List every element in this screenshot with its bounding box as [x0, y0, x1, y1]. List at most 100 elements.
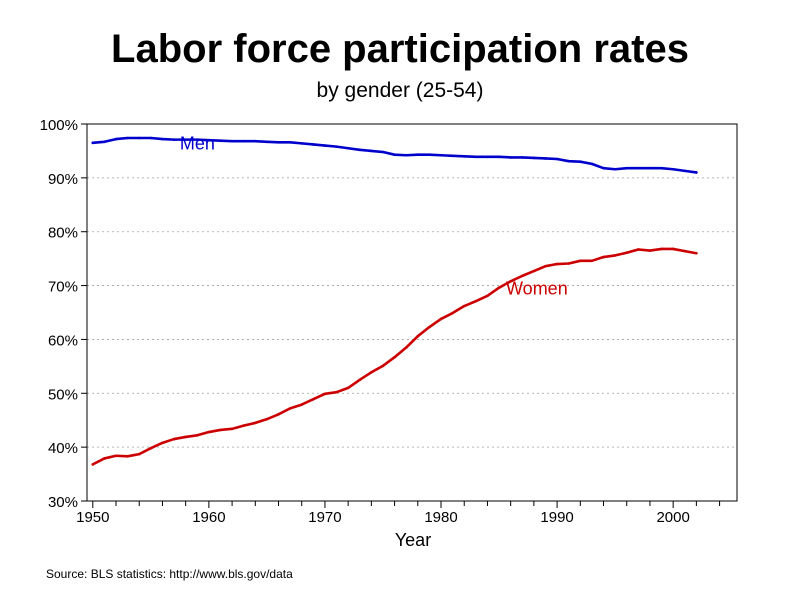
data-point-women [660, 247, 663, 251]
data-point-men [637, 166, 640, 170]
y-tick-label: 90% [48, 171, 78, 188]
data-point-women [300, 403, 304, 406]
plot-area-frame [86, 123, 738, 502]
data-point-women [323, 392, 327, 396]
data-point-men [451, 154, 454, 158]
data-point-women [555, 262, 559, 266]
data-point-men [103, 140, 106, 144]
data-point-women [695, 251, 698, 255]
y-tick-label: 100% [40, 117, 78, 134]
data-point-women [195, 433, 199, 437]
data-point-women [474, 299, 478, 303]
data-point-men [137, 136, 141, 140]
data-point-women [288, 407, 292, 410]
data-point-women [207, 430, 211, 434]
data-point-women [416, 334, 420, 338]
data-point-men [184, 138, 187, 141]
data-point-men [567, 159, 570, 163]
data-point-men [695, 171, 698, 174]
data-point-women [625, 251, 629, 255]
data-point-men [613, 167, 617, 171]
data-point-women [242, 424, 245, 427]
y-tick-label: 30% [48, 494, 78, 511]
chart-title: Labor force participation rates [111, 27, 689, 71]
series-label-men: Men [180, 133, 215, 153]
y-tick-label: 70% [48, 279, 78, 296]
y-tick-label: 60% [48, 332, 78, 349]
data-point-men [265, 140, 269, 144]
data-point-men [509, 156, 512, 159]
x-axis: 1950 1960 1970 1980 1990 2000 [76, 501, 721, 526]
data-point-women [312, 397, 315, 401]
data-point-men [625, 166, 629, 170]
data-point-men [358, 148, 362, 152]
data-point-men [428, 153, 431, 156]
data-point-women [393, 355, 396, 359]
data-point-women [358, 378, 362, 382]
data-point-men [555, 157, 559, 161]
data-point-men [474, 155, 478, 159]
data-point-women [370, 370, 373, 374]
data-point-men [219, 139, 222, 142]
x-tick-label: 1950 [76, 509, 109, 526]
data-point-women [335, 390, 338, 394]
data-point-women [149, 446, 153, 450]
data-point-women [219, 428, 222, 432]
data-point-women [381, 364, 385, 368]
data-point-men [161, 137, 164, 141]
data-point-men [323, 144, 327, 147]
data-point-men [497, 155, 501, 159]
data-point-women [648, 249, 652, 252]
data-point-men [114, 137, 118, 141]
x-tick-label: 1990 [540, 509, 573, 526]
data-point-men [381, 150, 385, 154]
data-point-women [184, 435, 187, 439]
data-point-women [486, 294, 489, 298]
data-point-men [230, 139, 234, 143]
data-point-women [230, 427, 234, 431]
data-point-women [404, 346, 408, 349]
data-point-men [416, 153, 420, 156]
source-note: Source: BLS statistics: http://www.bls.g… [46, 567, 293, 581]
data-point-women [462, 304, 466, 308]
data-point-women [567, 262, 570, 265]
series-labels: Men Women [180, 133, 568, 298]
x-tick-label: 1970 [308, 509, 341, 526]
data-point-women [172, 437, 176, 441]
x-tick-label: 1980 [424, 509, 457, 526]
data-point-women [509, 279, 512, 283]
data-point-women [671, 247, 675, 251]
data-point-men [254, 139, 257, 143]
data-point-men [486, 155, 489, 159]
data-point-men [195, 138, 199, 141]
data-point-women [602, 255, 605, 259]
data-point-men [335, 145, 338, 148]
y-tick-label: 80% [48, 225, 78, 242]
data-point-men [126, 136, 129, 140]
data-point-women [137, 452, 141, 456]
data-point-women [428, 325, 431, 329]
data-point-men [439, 153, 443, 157]
data-point-women [532, 269, 536, 273]
data-point-women [103, 457, 106, 460]
data-point-women [451, 311, 454, 315]
data-point-men [462, 155, 466, 158]
data-point-men [149, 136, 153, 140]
data-point-women [277, 412, 280, 416]
y-tick-label: 50% [48, 386, 78, 403]
data-point-women [544, 264, 547, 268]
data-point-women [114, 454, 118, 458]
data-point-women [346, 386, 350, 390]
data-point-men [242, 139, 245, 143]
data-point-men [520, 156, 524, 159]
data-point-women [161, 441, 164, 445]
data-point-women [439, 317, 443, 321]
data-point-men [393, 153, 396, 156]
data-point-women [126, 454, 129, 458]
data-point-women [590, 259, 594, 263]
data-point-men [172, 138, 176, 141]
series-lines [91, 136, 698, 466]
data-point-men [590, 162, 594, 166]
data-point-men [300, 142, 304, 145]
